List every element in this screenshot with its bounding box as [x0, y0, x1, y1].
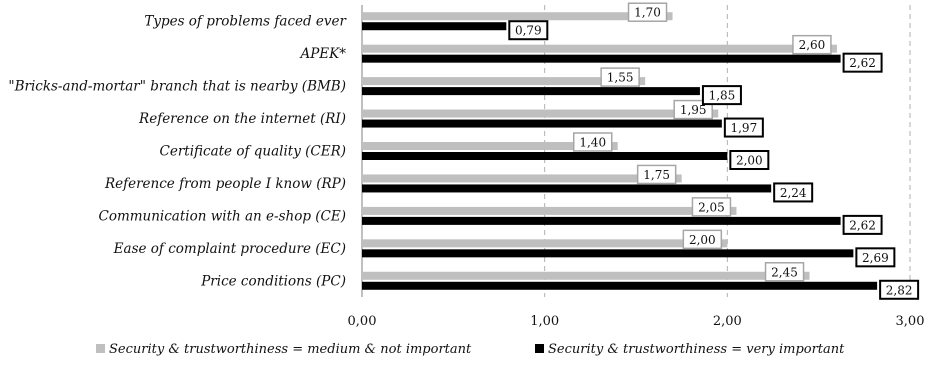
bar-medium	[362, 174, 682, 183]
category-label: APEK*	[298, 46, 346, 62]
bar-medium	[362, 239, 728, 248]
data-label-box	[600, 67, 640, 87]
category-label: Reference on the internet (RI)	[138, 111, 346, 127]
data-label-box	[723, 117, 764, 138]
data-label-very-important: 2,24	[773, 182, 814, 203]
data-label-text: 2,60	[799, 38, 826, 52]
data-label-box	[842, 214, 883, 235]
bar-very-important	[362, 54, 841, 63]
data-label-text: 1,85	[709, 89, 736, 103]
data-label-text: 2,00	[689, 233, 716, 247]
category-label: Ease of complaint procedure (EC)	[113, 241, 346, 257]
x-tick-label: 3,00	[896, 314, 925, 329]
data-label-medium: 1,55	[600, 67, 640, 87]
bar-medium	[362, 44, 837, 53]
legend-swatch	[96, 344, 105, 353]
data-label-very-important: 2,69	[855, 247, 896, 268]
legend-swatch	[535, 344, 544, 353]
data-label-text: 1,70	[634, 6, 661, 20]
data-label-medium: 2,05	[691, 197, 732, 217]
category-labels: Types of problems faced ever APEK* "Bricks…	[8, 14, 347, 290]
grid-lines	[361, 5, 911, 297]
data-label-text: 2,69	[862, 251, 889, 265]
data-label-box	[764, 262, 805, 282]
bars	[362, 12, 878, 290]
data-label-very-important: 2,00	[729, 150, 770, 170]
category-label: Reference from people I know (RP)	[104, 176, 346, 192]
data-label-medium: 1,75	[636, 164, 677, 185]
data-label-very-important: 2,62	[842, 52, 883, 73]
data-label-box	[691, 197, 732, 217]
bar-medium	[362, 206, 737, 215]
data-label-box	[572, 132, 613, 152]
data-label-very-important: 2,62	[842, 214, 883, 235]
bar-medium	[362, 271, 810, 280]
data-label-box	[842, 52, 883, 73]
data-label-very-important: 1,85	[701, 85, 742, 106]
x-tick-label: 2,00	[713, 314, 742, 329]
bar-medium	[362, 142, 618, 150]
bar-medium	[362, 77, 646, 86]
bar-medium	[362, 109, 719, 118]
data-label-box	[773, 182, 814, 203]
data-label-text: 1,97	[730, 121, 757, 135]
bar-very-important	[362, 87, 700, 96]
bar-very-important	[362, 281, 878, 290]
data-label-text: 0,79	[515, 24, 542, 38]
data-label-box	[701, 85, 742, 106]
data-label-box	[627, 2, 668, 22]
bar-medium	[362, 12, 673, 21]
data-label-medium: 2,60	[792, 34, 832, 55]
data-labels: 1,70 2,60 1,55 1,95 1,40 1,75 2,05 2,00 2,45 0,79…	[508, 2, 920, 300]
category-label: Types of problems faced ever	[144, 14, 347, 30]
x-tick-label: 1,00	[530, 314, 559, 329]
data-label-text: 2,05	[698, 200, 725, 214]
data-label-text: 2,24	[780, 186, 807, 200]
bar-very-important	[362, 22, 507, 31]
data-label-box	[729, 150, 770, 170]
bar-very-important	[362, 152, 728, 160]
legend: Security & trustworthiness = medium & no…	[96, 342, 845, 357]
bar-very-important	[362, 216, 841, 225]
data-label-very-important: 0,79	[508, 20, 549, 41]
data-label-box	[508, 20, 549, 41]
data-label-medium: 2,00	[682, 229, 723, 250]
data-label-text: 2,82	[886, 283, 913, 297]
data-label-text: 1,40	[579, 136, 606, 150]
data-label-medium: 2,45	[764, 262, 805, 282]
data-label-box	[879, 279, 920, 300]
data-label-box	[792, 34, 832, 55]
data-label-medium: 1,70	[627, 2, 668, 22]
data-label-box	[636, 164, 677, 185]
bar-very-important	[362, 249, 854, 258]
legend-label: Security & trustworthiness = very import…	[548, 342, 845, 357]
bar-very-important	[362, 119, 722, 128]
x-tick-label: 0,00	[348, 314, 377, 329]
data-label-text: 2,00	[736, 154, 763, 168]
category-label: Communication with an e-shop (CE)	[98, 208, 346, 224]
x-axis-ticks: 0,00 1,00 2,00 3,00	[348, 314, 925, 329]
data-label-text: 2,62	[849, 56, 876, 70]
data-label-very-important: 1,97	[723, 117, 764, 138]
category-label: Price conditions (PC)	[200, 273, 346, 289]
data-label-medium: 1,40	[572, 132, 613, 152]
data-label-text: 2,62	[849, 218, 876, 232]
category-label: "Bricks-and-mortar" branch that is nearb…	[8, 79, 346, 95]
bar-very-important	[362, 184, 772, 193]
data-label-text: 1,55	[607, 71, 634, 85]
data-label-text: 2,45	[771, 265, 798, 279]
data-label-very-important: 2,82	[879, 279, 920, 300]
data-label-box	[682, 229, 723, 250]
data-label-text: 1,95	[680, 103, 707, 117]
legend-label: Security & trustworthiness = medium & no…	[109, 342, 472, 357]
category-label: Certificate of quality (CER)	[160, 144, 347, 160]
data-label-box	[855, 247, 896, 268]
data-label-text: 1,75	[643, 168, 670, 182]
